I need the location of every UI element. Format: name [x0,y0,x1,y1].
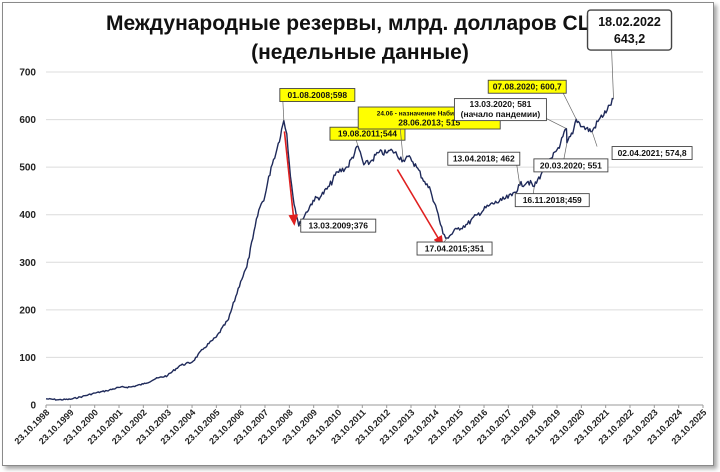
annotation-leader [443,237,448,243]
y-tick-label: 0 [30,401,36,412]
annotation-label: 13.03.2009;376 [308,221,368,231]
annotation-label: 20.03.2020; 551 [540,160,602,170]
annotation-label: 17.04.2015;351 [425,244,485,254]
chart-title: Международные резервы, млрд. долларов СШ… [106,12,614,35]
y-tick-label: 400 [19,210,36,221]
annotation-leader [516,165,521,186]
annotation-leader [282,100,285,121]
annotation-box [447,151,521,166]
annotation-label: 01.08.2008;598 [288,90,348,100]
annotation-leader [546,118,567,129]
annotation-label: 13.04.2018; 462 [453,154,515,164]
annotation-label-2: (начало пандемии) [461,109,541,119]
series-line [45,97,614,401]
annotation-label: 19.08.2011;544 [338,129,397,139]
annotation-box [586,9,673,51]
annotation-box [453,98,547,122]
y-tick-label: 200 [19,305,36,316]
annotation-box [487,79,567,94]
y-tick-label: 500 [19,163,36,174]
annotation-leader [399,127,404,161]
annotation-leader [532,186,535,194]
annotation-box [300,218,377,233]
annotation-box [416,241,493,256]
y-tick-label: 100 [19,353,36,364]
annotation-box [279,88,356,102]
trend-arrow [283,131,299,226]
y-tick-label: 700 [19,68,36,79]
annotation-leader [563,142,568,159]
annotation-value: 643,2 [614,32,645,46]
annotation-label-2: 28.06.2013; 515 [398,118,460,128]
annotation-box [533,158,609,173]
annotation-leader [611,48,614,100]
y-tick-label: 300 [19,258,36,269]
annotation-label: 24.06 - назначение Набиуллиной [377,110,482,118]
annotation-label: 13.03.2020; 581 [469,99,531,109]
annotation-label: 18.02.2022 [598,15,661,29]
chart-subtitle: (недельные данные) [251,41,469,64]
y-tick-label: 600 [19,115,36,126]
annotation-leader [562,93,577,120]
trend-arrow [396,169,444,248]
annotation-leader [591,131,598,147]
annotation-label: 16.11.2018;459 [523,195,582,205]
annotation-label: 07.08.2020; 600,7 [493,82,562,92]
chart-frame [2,2,714,466]
annotation-label: 02.04.2021; 574,8 [618,148,687,158]
annotation-box [611,146,693,161]
annotation-box [514,193,590,208]
